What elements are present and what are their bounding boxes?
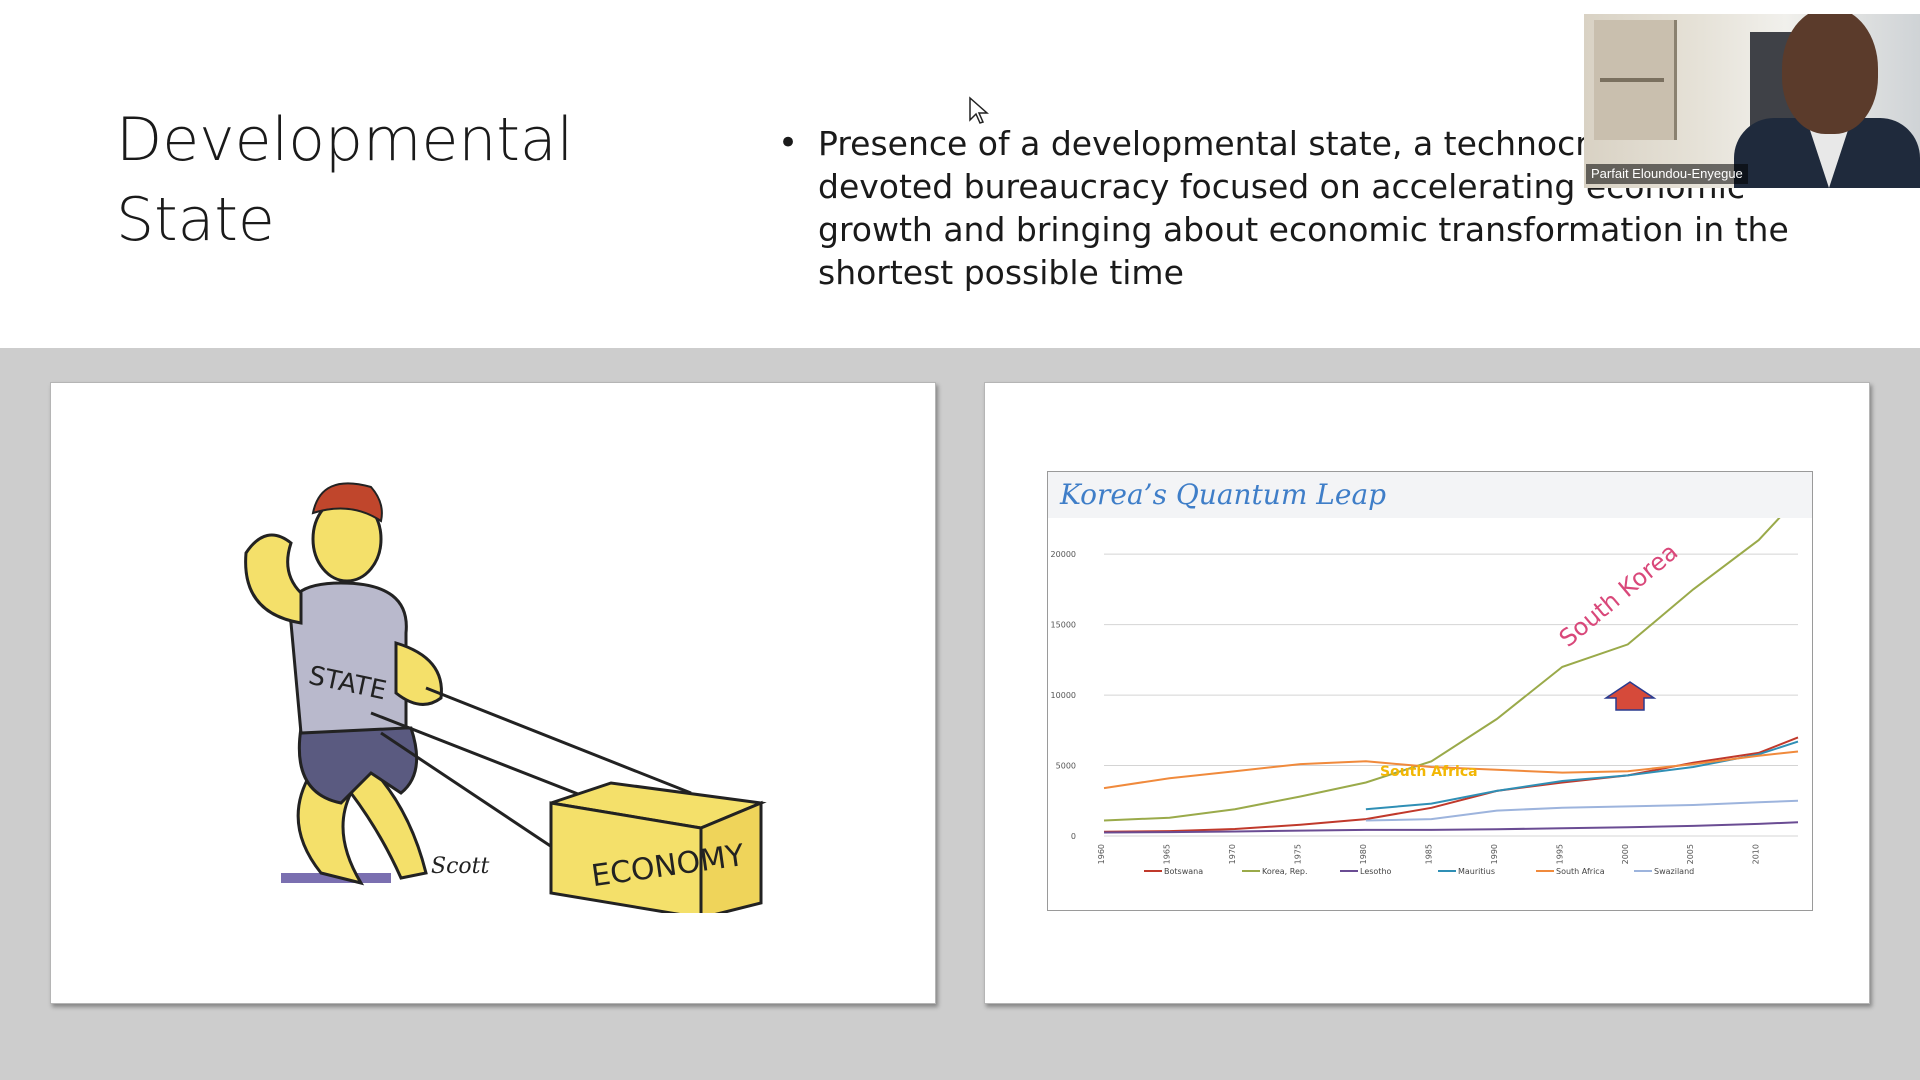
participant-video[interactable]: Parfait Eloundou-Enyegue xyxy=(1584,14,1920,188)
series-line xyxy=(1103,736,1799,833)
y-tick-label: 10000 xyxy=(1051,691,1076,700)
slide-title: Developmental State xyxy=(116,105,574,255)
y-tick-label: 15000 xyxy=(1051,621,1076,630)
cartoon-rope xyxy=(425,686,692,795)
x-tick-label: 2005 xyxy=(1686,844,1695,864)
cartoon-torso xyxy=(288,581,408,735)
annotation-south-korea: South Korea xyxy=(1554,538,1683,653)
cartoon-box-front xyxy=(549,801,703,913)
bullet-marker: • xyxy=(778,123,799,163)
cartoon-pulling-arm xyxy=(394,640,443,706)
chart-panel: Korea’s Quantum Leap 0 5000 10000 15000 2000… xyxy=(984,382,1870,1004)
cartoon-panel: STATE ECONOMY Scott xyxy=(50,382,936,1004)
series-line xyxy=(1365,799,1799,822)
legend-label: Mauritius xyxy=(1458,867,1495,876)
chart-frame: Korea’s Quantum Leap 0 5000 10000 15000 2000… xyxy=(1047,471,1813,911)
y-tick-label: 0 xyxy=(1071,832,1076,841)
chart-title-bar: Korea’s Quantum Leap xyxy=(1048,472,1812,518)
cartoon-signature: Scott xyxy=(431,854,489,879)
bullet-text: Presence of a developmental state, a tec… xyxy=(818,124,1789,292)
cartoon-hair xyxy=(311,482,383,523)
video-background-shelf-board xyxy=(1600,78,1664,82)
x-tick-label: 1990 xyxy=(1490,844,1499,864)
cartoon-shorts xyxy=(297,726,419,805)
series-line xyxy=(1103,821,1799,834)
legend-label: Lesotho xyxy=(1360,867,1392,876)
legend-label: Swaziland xyxy=(1654,867,1694,876)
x-tick-label: 2000 xyxy=(1621,844,1630,864)
x-tick-label: 1980 xyxy=(1359,844,1368,864)
legend-label: South Africa xyxy=(1556,867,1605,876)
x-tick-label: 1975 xyxy=(1293,844,1302,864)
up-arrow-icon xyxy=(1603,681,1657,711)
chart-title: Korea’s Quantum Leap xyxy=(1060,478,1387,511)
y-tick-label: 20000 xyxy=(1051,550,1076,559)
x-tick-label: 1970 xyxy=(1228,844,1237,864)
mouse-cursor-icon xyxy=(969,96,989,124)
cartoon-flexed-arm xyxy=(244,533,303,625)
cartoon-rope xyxy=(370,711,602,805)
y-tick-label: 5000 xyxy=(1056,762,1076,771)
x-tick-label: 1995 xyxy=(1555,844,1564,864)
legend-label: Botswana xyxy=(1164,867,1203,876)
cartoon-box-side xyxy=(699,800,763,913)
x-tick-label: 1960 xyxy=(1097,844,1106,864)
x-tick-label: 1985 xyxy=(1424,844,1433,864)
cartoon-illustration: STATE ECONOMY Scott xyxy=(244,482,767,913)
series-line xyxy=(1103,518,1781,822)
x-tick-label: 1965 xyxy=(1162,844,1171,864)
participant-head xyxy=(1782,14,1878,134)
legend-label: Korea, Rep. xyxy=(1262,867,1308,876)
x-tick-label: 2010 xyxy=(1752,844,1761,864)
line-chart: 0 5000 10000 15000 20000 1960 1965 1970 1975 1980… xyxy=(1051,518,1799,876)
annotation-south-africa: South Africa xyxy=(1380,764,1478,780)
participant-name-label: Parfait Eloundou-Enyegue xyxy=(1586,164,1748,184)
series-line xyxy=(1103,750,1799,790)
